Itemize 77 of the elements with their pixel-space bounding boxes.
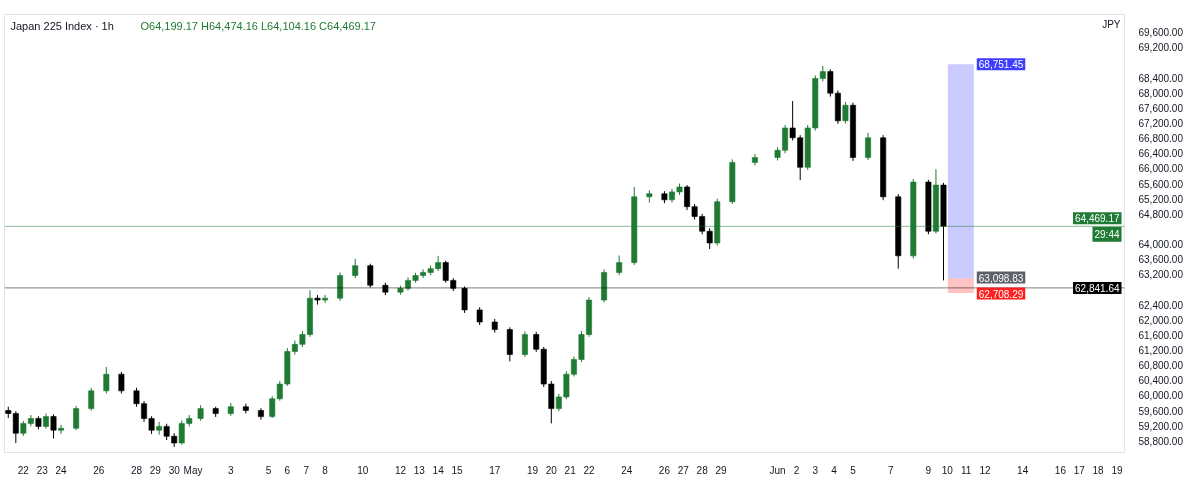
x-tick-label: 7 (887, 464, 894, 476)
x-tick-label: May (183, 464, 203, 476)
y-tick-label: 68,400.00 (1138, 72, 1184, 84)
x-tick-label: 4 (831, 464, 838, 476)
y-tick-label: 58,800.00 (1138, 435, 1184, 447)
y-tick-label: 66,400.00 (1138, 148, 1184, 160)
y-tick-label: 65,600.00 (1138, 178, 1184, 190)
x-tick-label: 30 (168, 464, 181, 476)
y-tick-label: 68,000.00 (1138, 87, 1184, 99)
x-tick-label: 22 (17, 464, 30, 476)
x-tick-label: 26 (93, 464, 105, 476)
annotation: 29:44 (1094, 228, 1120, 240)
y-tick-label: 67,600.00 (1138, 102, 1184, 114)
x-tick-label: 28 (696, 464, 709, 476)
annotation: 62,708.29 (978, 288, 1024, 300)
x-tick-label: Jun (769, 464, 786, 476)
x-tick-label: 3 (812, 464, 819, 476)
x-tick-label: 9 (925, 464, 932, 476)
y-tick-label: 67,200.00 (1138, 118, 1184, 130)
x-tick-label: 12 (394, 464, 407, 476)
x-tick-label: 11 (960, 464, 972, 476)
y-tick-label: 66,000.00 (1138, 163, 1184, 175)
x-tick-label: 10 (941, 464, 954, 476)
x-tick-label: 24 (621, 464, 633, 476)
x-tick-label: 26 (658, 464, 671, 476)
y-tick-label: 62,000.00 (1138, 314, 1184, 326)
y-tick-label: 64,800.00 (1138, 208, 1184, 220)
y-tick-label: 59,600.00 (1138, 405, 1184, 417)
x-tick-label: 5 (265, 464, 272, 476)
x-tick-label: 14 (1017, 464, 1029, 476)
chart-subtitle: O64,199.17 H64,474.16 L64,104.16 C64,469.17 (140, 19, 376, 32)
y-tick-label: 63,200.00 (1138, 269, 1184, 281)
x-tick-label: 14 (432, 464, 445, 476)
chart-title: Japan 225 Index · 1h (10, 19, 114, 32)
x-tick-label: 16 (1054, 464, 1067, 476)
y-tick-label: 69,200.00 (1138, 42, 1184, 54)
y-tick-label: 65,200.00 (1138, 193, 1184, 205)
y-tick-label: 59,200.00 (1138, 420, 1184, 432)
y-tick-label: 61,200.00 (1138, 345, 1184, 356)
x-tick-label: 3 (227, 464, 234, 476)
x-tick-label: 24 (55, 464, 68, 476)
annotation: 68,751.45 (978, 59, 1024, 71)
x-tick-label: 12 (979, 464, 991, 476)
y-axis-title: JPY (1102, 18, 1121, 30)
y-tick-label: 60,400.00 (1138, 375, 1184, 387)
y-tick-label: 69,600.00 (1138, 27, 1184, 39)
y-tick-label: 62,400.00 (1138, 299, 1184, 311)
x-tick-label: 21 (564, 464, 577, 476)
x-tick-label: 22 (583, 464, 596, 476)
x-tick-label: 27 (677, 464, 690, 476)
x-tick-label: 23 (36, 464, 49, 476)
x-tick-label: 10 (357, 464, 369, 476)
x-tick-label: 29 (149, 464, 162, 476)
x-tick-label: 6 (284, 464, 291, 476)
y-tick-label: 60,800.00 (1138, 360, 1184, 372)
x-tick-label: 5 (850, 464, 857, 476)
x-tick-label: 17 (489, 464, 501, 476)
ref-line-label: 62,841.64 (1075, 282, 1120, 294)
x-tick-label: 7 (303, 464, 310, 476)
y-tick-label: 64,000.00 (1138, 239, 1184, 251)
x-tick-label: 17 (1073, 464, 1086, 476)
x-tick-label: 18 (1092, 464, 1105, 476)
y-tick-label: 61,600.00 (1138, 329, 1184, 341)
ref-line-label: 64,469.17 (1075, 213, 1120, 225)
y-tick-label: 60,000.00 (1138, 390, 1184, 402)
y-tick-label: 63,600.00 (1138, 254, 1184, 266)
x-tick-label: 29 (715, 464, 727, 476)
x-tick-label: 13 (413, 464, 426, 476)
x-tick-label: 2 (793, 464, 800, 476)
y-tick-label: 66,800.00 (1138, 133, 1184, 145)
x-tick-label: 20 (545, 464, 558, 476)
annotation: 63,098.83 (978, 272, 1024, 284)
x-tick-label: 8 (322, 464, 329, 476)
x-tick-label: 19 (1111, 464, 1123, 476)
x-tick-label: 15 (451, 464, 464, 476)
x-tick-label: 19 (526, 464, 539, 476)
x-tick-label: 28 (130, 464, 143, 476)
